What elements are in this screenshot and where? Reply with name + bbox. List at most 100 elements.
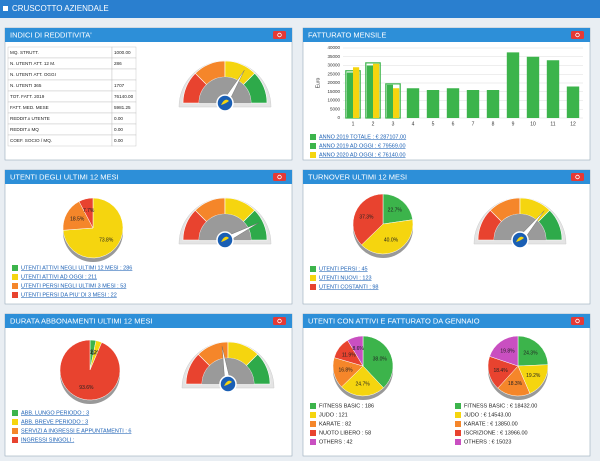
panel-button[interactable] — [273, 173, 286, 181]
pie-label: 3.2% — [86, 349, 98, 355]
pie-label: 7.7% — [83, 208, 95, 214]
table-text: N. UTENTI ATT. OGGI — [10, 72, 56, 77]
legend-link[interactable]: UTENTI PERSI : 45 — [319, 266, 368, 272]
panel-button-icon — [277, 174, 282, 180]
legend-text: OTHERS : 42 — [319, 439, 353, 445]
bar — [393, 88, 400, 118]
panel-header — [303, 28, 590, 42]
bar — [366, 65, 373, 118]
panel-header — [5, 314, 292, 328]
pie-slice — [341, 365, 384, 397]
y-tick-label: 20000 — [327, 80, 340, 85]
legend-link[interactable]: ANNO 2019 AD OGGI : € 79569.00 — [319, 143, 406, 149]
table-text: REDDIT.x MQ — [10, 127, 39, 132]
pie-label: 18.5% — [70, 217, 85, 223]
table-text: FATT. MED. MESE — [10, 105, 49, 110]
pie-label: 16.8% — [338, 368, 353, 374]
legend-swatch — [455, 421, 461, 427]
legend-text: FITNESS BASIC : € 18432.00 — [464, 403, 537, 409]
legend-swatch — [455, 439, 461, 445]
x-tick-label: 11 — [550, 121, 555, 127]
pie-slice — [352, 193, 384, 246]
panel-button[interactable] — [571, 173, 584, 181]
legend-swatch — [12, 265, 18, 271]
legend-link[interactable]: UTENTI PERSI NEGLI ULTIMI 3 MESI : 53 — [21, 283, 126, 289]
pie-label: 11.9% — [342, 352, 356, 358]
legend-swatch — [310, 403, 316, 409]
legend-link[interactable]: ABB. LUNGO PERIODO : 3 — [21, 410, 89, 416]
panel-button[interactable] — [273, 31, 286, 39]
legend-swatch — [455, 403, 461, 409]
legend-swatch — [455, 412, 461, 418]
table-text: TOT. FATT. 2019 — [10, 94, 45, 99]
y-tick-label: 10000 — [327, 98, 340, 103]
table-text: 0.00 — [114, 116, 123, 121]
legend-swatch — [310, 143, 316, 149]
pie-label: 19.8% — [500, 349, 515, 355]
panel-button[interactable] — [571, 317, 584, 325]
legend-link[interactable]: SERVIZI A INGRESSI E APPUNTAMENTI : 6 — [21, 428, 131, 434]
panel-button-icon — [277, 32, 282, 38]
gauge-hub-icon — [224, 380, 232, 386]
panel-title: UTENTI DEGLI ULTIMI 12 MESI — [10, 172, 119, 181]
bar — [386, 84, 393, 118]
bar — [506, 52, 520, 118]
legend-link[interactable]: UTENTI NUOVI : 123 — [319, 275, 372, 281]
legend-swatch — [310, 266, 316, 272]
panel-title: DURATA ABBONAMENTI ULTIMI 12 MESI — [10, 316, 153, 325]
table-text: 1000.00 — [114, 50, 131, 55]
panel-title: FATTURATO MENSILE — [308, 30, 386, 39]
legend-swatch — [12, 428, 18, 434]
legend-link[interactable]: INGRESSI SINGOLI : — [21, 437, 75, 443]
legend-text: FITNESS BASIC : 186 — [319, 403, 374, 409]
legend-swatch — [12, 437, 18, 443]
pie-label: 24.7% — [356, 381, 371, 387]
panel-button[interactable] — [571, 31, 584, 39]
legend-swatch — [12, 419, 18, 425]
legend-link[interactable]: ABB. BREVE PERIODO : 3 — [21, 419, 88, 425]
pie-label: 40.0% — [384, 237, 399, 243]
page-title: CRUSCOTTO AZIENDALE — [12, 4, 109, 13]
pie-label: 24.3% — [523, 350, 538, 356]
legend-link[interactable]: UTENTI ATTIVI NEGLI ULTIMI 12 MESI : 286 — [21, 265, 132, 271]
pie-slice — [361, 219, 414, 255]
y-tick-label: 40000 — [327, 45, 340, 50]
panel-header — [5, 28, 292, 42]
legend-text: ISCRIZIONE : € 13966.00 — [464, 430, 528, 436]
y-tick-label: 35000 — [327, 54, 340, 59]
x-tick-label: 6 — [452, 121, 455, 127]
x-tick-label: 5 — [432, 121, 435, 127]
bar — [486, 90, 500, 118]
y-tick-label: 30000 — [327, 63, 340, 68]
pie-slice — [78, 197, 94, 229]
panel-button-icon — [575, 32, 580, 38]
x-tick-label: 7 — [472, 121, 475, 127]
pie-slice — [517, 335, 549, 367]
panel-button-icon — [575, 174, 580, 180]
legend-link[interactable]: UTENTI PERSI DA PIU' DI 3 MESI : 22 — [21, 292, 117, 298]
legend-link[interactable]: UTENTI COSTANTI : 98 — [319, 284, 379, 290]
legend-link[interactable]: ANNO 2019 TOTALE : € 287107.00 — [319, 134, 406, 140]
legend-swatch — [310, 284, 316, 290]
table-text: MQ. STRUTT. — [10, 50, 39, 55]
panel-header — [303, 314, 590, 328]
pie-label: 38.0% — [373, 357, 388, 363]
x-tick-label: 8 — [492, 121, 495, 127]
table-text: 76140.00 — [114, 94, 134, 99]
bar — [406, 88, 420, 118]
panel-button[interactable] — [273, 317, 286, 325]
legend-text: OTHERS : € 15023 — [464, 439, 511, 445]
pie-label: 93.6% — [79, 385, 94, 391]
legend-link[interactable]: ANNO 2020 AD OGGI : € 76140.00 — [319, 152, 406, 158]
x-tick-label: 9 — [512, 121, 515, 127]
pie-label: 22.7% — [388, 208, 403, 214]
table-text: 0.00 — [114, 138, 123, 143]
table-cell — [111, 134, 137, 147]
x-tick-label: 3 — [392, 121, 395, 127]
gauge-hub-icon — [516, 236, 524, 242]
pie-slice — [362, 335, 394, 389]
table-text: 5981.25 — [114, 105, 131, 110]
gauge-segment — [245, 353, 271, 385]
legend-link[interactable]: UTENTI ATTIVI AD OGGI : 211 — [21, 274, 97, 280]
y-tick-label: 25000 — [327, 71, 340, 76]
